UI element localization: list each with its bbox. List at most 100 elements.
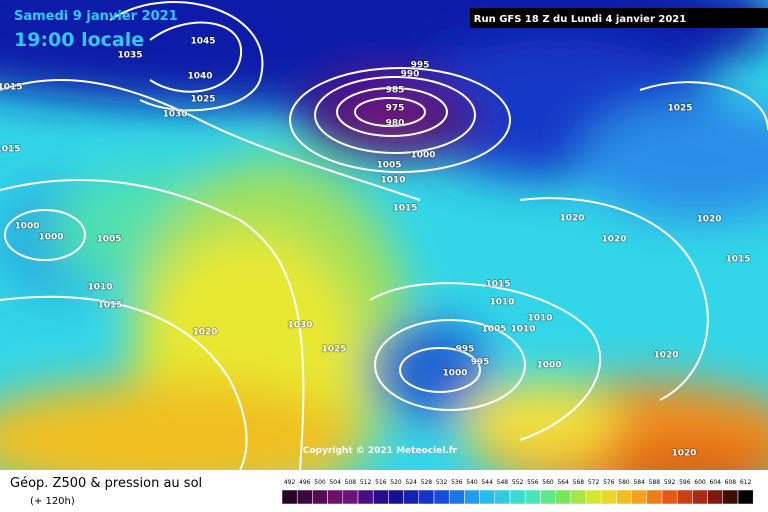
colorbar-cell [707,489,724,505]
isobar-label: 1010 [527,314,552,324]
isobar-label: 980 [386,119,405,129]
isobar-label: 1015 [725,255,750,265]
colorbar-label: 596 [679,479,691,486]
colorbar-cell [312,489,328,505]
copyright: Copyright © 2021 Meteociel.fr [303,446,458,456]
colorbar-label: 492 [284,479,296,486]
isobar-label: 1010 [87,283,112,293]
isobar-label: 1030 [287,321,312,331]
colorbar-label: 584 [633,479,645,486]
colorbar-cell [357,489,374,505]
isobar-label: 975 [386,104,405,114]
colorbar-cell [372,489,389,505]
isobar-label: 990 [401,70,420,80]
isobar-label: 1000 [442,369,467,379]
colorbar-label: 576 [603,479,615,486]
colorbar-cell [327,489,344,505]
colorbar-label: 608 [725,479,737,486]
colorbar-label: 528 [421,479,433,486]
colorbar-label: 508 [345,479,357,486]
isobar-label: 1015 [0,83,23,93]
isobar-label: 1020 [696,215,721,225]
isobar-label: 1020 [559,214,584,224]
colorbar-cell [616,489,632,505]
colorbar-label: 600 [694,479,706,486]
colorbar-label: 580 [618,479,630,486]
isobar-label: 1045 [190,37,215,47]
time: 19:00 locale [14,29,144,51]
isobar-label: 1015 [485,280,510,290]
isobar-label: 1010 [380,176,405,186]
colorbar-label: 524 [405,479,417,486]
isobar-label: 1000 [14,222,39,232]
isobar-label: 1025 [321,345,346,355]
isobar-label: 1040 [187,72,212,82]
field [0,0,768,470]
colorbar-cell [296,489,313,505]
isobar-label: 1020 [601,235,626,245]
colorbar-cell [403,489,420,505]
isobar-label: 1035 [117,51,142,61]
colorbar-cell [433,489,450,505]
isobar-label: 1005 [376,161,401,171]
colorbar-label: 520 [390,479,402,486]
isobar-label: 1015 [97,301,122,311]
isobar-label: 995 [411,61,430,71]
isobar-label: 1005 [96,235,121,245]
footer-lead: (+ 120h) [30,496,75,507]
isobar-label: 1000 [38,233,63,243]
colorbar-cell [448,489,465,505]
colorbar-cell [692,489,708,505]
colorbar-label: 572 [588,479,600,486]
isobar-label: 1025 [667,104,692,114]
colorbar-label: 556 [527,479,539,486]
colorbar-label: 512 [360,479,372,486]
colorbar-cell [540,489,556,505]
colorbar-cell [388,489,404,505]
colorbar-cell [570,489,587,505]
colorbar-cell [342,489,359,505]
colorbar-cell [661,489,678,505]
colorbar-cell [418,489,435,505]
isobar-label: 995 [471,358,490,368]
isobar-label: 1020 [671,449,696,459]
colorbar-label: 496 [299,479,311,486]
isobar-label: 1005 [481,325,506,335]
footer-title: Géop. Z500 & pression au sol [10,476,202,491]
colorbar-label: 500 [314,479,326,486]
isobar-label: 1000 [410,151,435,161]
colorbar-cell [722,489,739,505]
isobar-label: 1000 [536,361,561,371]
isobar-label: 1020 [192,328,217,338]
isobar-label: 985 [386,86,405,96]
colorbar-cell [555,489,572,505]
colorbar-label: 588 [649,479,661,486]
colorbar-cell [479,489,496,505]
isobars [0,1,768,470]
run: Run GFS 18 Z du Lundi 4 janvier 2021 [474,14,686,25]
colorbar-label: 604 [709,479,721,486]
colorbar-cell [676,489,693,505]
run-box [470,8,768,28]
colorbar-cell [464,489,480,505]
isobar-label: 1025 [190,95,215,105]
colorbar-label: 540 [466,479,478,486]
colorbar-label: 504 [329,479,341,486]
colorbar-label: 592 [664,479,676,486]
colorbar-cell [509,489,526,505]
colorbar-label: 548 [497,479,509,486]
isobar-label: 1030 [162,110,187,120]
isobar-label: 1010 [510,325,535,335]
colorbar-cell [631,489,648,505]
colorbar-label: 532 [436,479,448,486]
colorbar-label: 560 [542,479,554,486]
colorbar-label: 536 [451,479,463,486]
colorbar-cell [600,489,617,505]
isobar-label: 995 [456,345,475,355]
isobar-label: 1015 [0,145,21,155]
colorbar-cell [281,489,298,505]
colorbar-label: 552 [512,479,524,486]
colorbar-cell [585,489,602,505]
isobar-label: 1010 [489,298,514,308]
